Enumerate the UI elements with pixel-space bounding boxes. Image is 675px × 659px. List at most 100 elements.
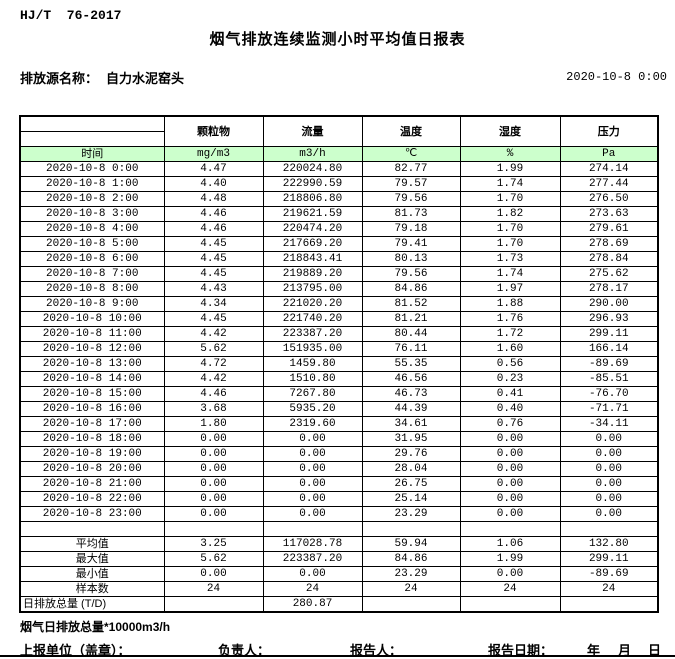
summary-label-cell: 日排放总量 (T/D) xyxy=(19,596,165,613)
blank-cell xyxy=(262,521,363,537)
value-cell: 0.00 xyxy=(459,506,561,522)
summary-value-cell xyxy=(361,596,461,613)
day-label: 日 xyxy=(648,643,662,658)
value-cell: 26.75 xyxy=(361,476,461,492)
table-row: 2020-10-8 1:00 4.40 222990.59 79.57 1.74 277.… xyxy=(19,176,659,192)
value-cell: 84.86 xyxy=(361,281,461,297)
summary-label-cell: 平均值 xyxy=(19,536,165,552)
blank-cell xyxy=(361,521,461,537)
value-cell: 275.62 xyxy=(559,266,659,282)
value-cell: -71.71 xyxy=(559,401,659,417)
time-cell: 2020-10-8 11:00 xyxy=(19,326,165,342)
value-cell: 220474.20 xyxy=(262,221,363,237)
responsible-person-label: 负责人： xyxy=(218,643,271,658)
value-cell: 0.00 xyxy=(559,446,659,462)
unit-pm: mg/m3 xyxy=(163,146,264,162)
value-cell: 213795.00 xyxy=(262,281,363,297)
table-row: 2020-10-8 14:00 4.42 1510.80 46.56 0.23 -85.5… xyxy=(19,371,659,387)
time-cell: 2020-10-8 21:00 xyxy=(19,476,165,492)
summary-value-cell xyxy=(459,596,561,613)
summary-value-cell: 5.62 xyxy=(163,551,264,567)
value-cell: 0.00 xyxy=(559,461,659,477)
time-cell: 2020-10-8 13:00 xyxy=(19,356,165,372)
value-cell: 1.70 xyxy=(459,221,561,237)
value-cell: 46.73 xyxy=(361,386,461,402)
value-cell: 290.00 xyxy=(559,296,659,312)
year-label: 年 xyxy=(587,643,601,658)
summary-value-cell: 24 xyxy=(163,581,264,597)
table-row: 2020-10-8 11:00 4.42 223387.20 80.44 1.72 299… xyxy=(19,326,659,342)
value-cell: 0.23 xyxy=(459,371,561,387)
value-cell: 276.50 xyxy=(559,191,659,207)
value-cell: 0.00 xyxy=(163,431,264,447)
value-cell: 0.00 xyxy=(559,491,659,507)
value-cell: 219621.59 xyxy=(262,206,363,222)
summary-value-cell: 1.06 xyxy=(459,536,561,552)
value-cell: 79.57 xyxy=(361,176,461,192)
value-cell: 1.74 xyxy=(459,176,561,192)
value-cell: 221740.20 xyxy=(262,311,363,327)
value-cell: 218843.41 xyxy=(262,251,363,267)
summary-value-cell: 3.25 xyxy=(163,536,264,552)
table-header: 颗粒物 流量 温度 湿度 压力 时间 mg/m3 m3/h ℃ % Pa xyxy=(19,115,659,162)
time-cell: 2020-10-8 10:00 xyxy=(19,311,165,327)
value-cell: 3.68 xyxy=(163,401,264,417)
value-cell: 0.00 xyxy=(163,461,264,477)
value-cell: 217669.20 xyxy=(262,236,363,252)
value-cell: 1510.80 xyxy=(262,371,363,387)
value-cell: 218806.80 xyxy=(262,191,363,207)
summary-value-cell: 0.00 xyxy=(459,566,561,582)
summary-value-cell: 84.86 xyxy=(361,551,461,567)
summary-value-cell: 24 xyxy=(559,581,659,597)
summary-value-cell: 23.29 xyxy=(361,566,461,582)
table-row: 2020-10-8 16:00 3.68 5935.20 44.39 0.40 -71.7… xyxy=(19,401,659,417)
time-cell: 2020-10-8 1:00 xyxy=(19,176,165,192)
standard-number: HJ/T 76-2017 xyxy=(20,8,122,23)
value-cell: -76.70 xyxy=(559,386,659,402)
value-cell: 5935.20 xyxy=(262,401,363,417)
value-cell: 0.00 xyxy=(459,476,561,492)
unit-humidity: % xyxy=(459,146,561,162)
value-cell: 0.00 xyxy=(459,446,561,462)
value-cell: 4.40 xyxy=(163,176,264,192)
time-column-header: 时间 xyxy=(19,146,165,162)
value-cell: 0.00 xyxy=(559,476,659,492)
value-cell: 0.00 xyxy=(163,491,264,507)
emission-source-label: 排放源名称： xyxy=(20,71,99,86)
blank-cell xyxy=(559,521,659,537)
value-cell: 31.95 xyxy=(361,431,461,447)
time-cell: 2020-10-8 20:00 xyxy=(19,461,165,477)
value-cell: 44.39 xyxy=(361,401,461,417)
table-row: 2020-10-8 18:00 0.00 0.00 31.95 0.00 0.00 xyxy=(19,431,659,447)
value-cell: 0.00 xyxy=(459,491,561,507)
value-cell: 1.97 xyxy=(459,281,561,297)
time-cell: 2020-10-8 23:00 xyxy=(19,506,165,522)
time-cell: 2020-10-8 2:00 xyxy=(19,191,165,207)
value-cell: 4.48 xyxy=(163,191,264,207)
time-cell: 2020-10-8 4:00 xyxy=(19,221,165,237)
value-cell: 4.43 xyxy=(163,281,264,297)
table-row: 2020-10-8 17:00 1.80 2319.60 34.61 0.76 -34.1… xyxy=(19,416,659,432)
value-cell: 0.00 xyxy=(163,476,264,492)
table-row: 2020-10-8 19:00 0.00 0.00 29.76 0.00 0.00 xyxy=(19,446,659,462)
value-cell: 5.62 xyxy=(163,341,264,357)
value-cell: 278.84 xyxy=(559,251,659,267)
value-cell: 0.00 xyxy=(559,506,659,522)
value-cell: 299.11 xyxy=(559,326,659,342)
time-cell: 2020-10-8 18:00 xyxy=(19,431,165,447)
value-cell: 79.56 xyxy=(361,266,461,282)
value-cell: 0.41 xyxy=(459,386,561,402)
value-cell: 4.42 xyxy=(163,371,264,387)
value-cell: 0.00 xyxy=(262,476,363,492)
summary-row: 日排放总量 (T/D) 280.87 xyxy=(19,596,659,613)
table-row: 2020-10-8 0:00 4.47 220024.80 82.77 1.99 274.… xyxy=(19,161,659,177)
value-cell: 0.00 xyxy=(559,431,659,447)
value-cell: 29.76 xyxy=(361,446,461,462)
value-cell: 1.70 xyxy=(459,236,561,252)
table-body: 2020-10-8 0:00 4.47 220024.80 82.77 1.99 274.… xyxy=(19,161,659,613)
reporter-label: 报告人： xyxy=(350,643,403,658)
report-unit-label: 上报单位（盖章）： xyxy=(20,643,131,658)
value-cell: 222990.59 xyxy=(262,176,363,192)
summary-row: 最大值 5.62 223387.20 84.86 1.99 299.11 xyxy=(19,551,659,567)
